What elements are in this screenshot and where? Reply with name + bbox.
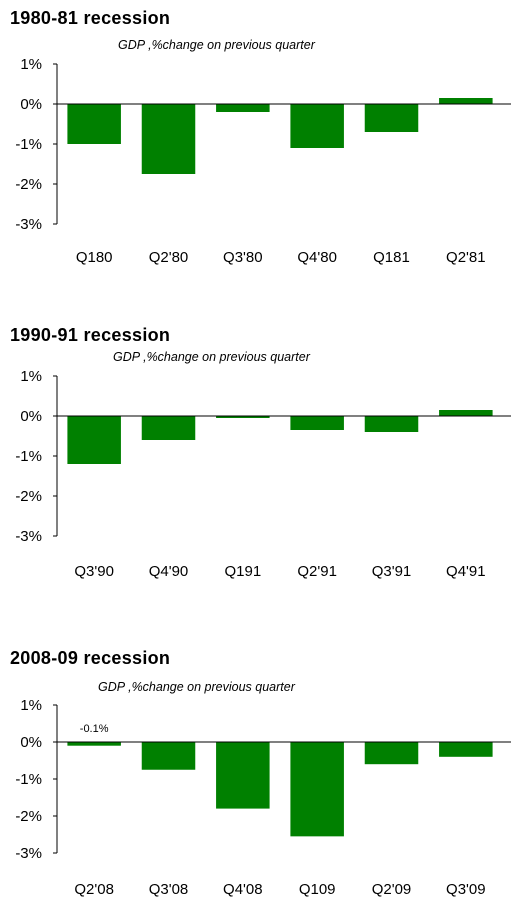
bar: [216, 742, 270, 809]
y-tick-label: -3%: [15, 528, 42, 545]
x-tick-label: Q4'80: [297, 249, 337, 266]
y-tick-label: 1%: [20, 697, 42, 714]
bar: [141, 742, 196, 770]
chart-subtitle: GDP ,%change on previous quarter: [113, 350, 310, 364]
x-tick-label: Q2'81: [446, 249, 486, 266]
y-tick-label: 0%: [20, 96, 42, 113]
bar: [67, 416, 121, 464]
bar: [290, 104, 344, 148]
bar: [364, 416, 419, 432]
y-tick-label: -3%: [15, 216, 42, 233]
x-tick-label: Q2'91: [297, 563, 337, 580]
x-tick-label: Q3'08: [149, 881, 189, 898]
chart-panel-1980: 1980-81 recession GDP ,%change on previo…: [0, 0, 513, 300]
y-tick-label: 0%: [20, 408, 42, 425]
y-tick-label: 1%: [20, 56, 42, 73]
y-tick-label: -2%: [15, 488, 42, 505]
bar: [216, 416, 270, 418]
x-tick-label: Q180: [76, 249, 113, 266]
chart-title: 1990-91 recession: [10, 325, 171, 345]
chart-panel-1990: 1990-91 recession GDP ,%change on previo…: [0, 312, 513, 612]
bar: [141, 104, 196, 174]
bar: [439, 410, 493, 416]
y-tick-label: 1%: [20, 368, 42, 385]
x-tick-label: Q191: [224, 563, 261, 580]
chart-title: 2008-09 recession: [10, 648, 171, 668]
data-label: -0.1%: [80, 723, 109, 735]
bar: [290, 416, 344, 430]
x-tick-label: Q109: [299, 881, 336, 898]
bar: [364, 104, 419, 132]
bar: [67, 104, 121, 144]
chart-subtitle: GDP ,%change on previous quarter: [98, 680, 295, 694]
x-tick-label: Q2'09: [372, 881, 412, 898]
x-tick-label: Q2'80: [149, 249, 189, 266]
x-tick-label: Q3'09: [446, 881, 486, 898]
y-tick-label: -3%: [15, 845, 42, 862]
y-tick-label: -1%: [15, 136, 42, 153]
x-tick-label: Q4'91: [446, 563, 486, 580]
chart-title: 1980-81 recession: [10, 8, 171, 28]
bar: [67, 742, 121, 746]
bar-chart-1990: 1% 0% -1% -2% -3% Q3'90 Q4'90 Q191 Q2'91 Q3'91 Q4'…: [15, 368, 511, 580]
chart-subtitle: GDP ,%change on previous quarter: [118, 38, 315, 52]
y-tick-label: -2%: [15, 176, 42, 193]
bar: [290, 742, 344, 837]
chart-panel-2008: 2008-09 recession GDP ,%change on previo…: [0, 630, 513, 904]
bar-chart-1980: 1% 0% -1% -2% -3% Q180 Q2'80 Q3'80 Q4'80 Q181 Q2'8…: [15, 56, 511, 266]
bar: [439, 98, 493, 104]
x-tick-label: Q3'91: [372, 563, 412, 580]
x-tick-label: Q3'80: [223, 249, 263, 266]
y-tick-label: -1%: [15, 771, 42, 788]
bar: [216, 104, 270, 112]
x-tick-label: Q4'90: [149, 563, 189, 580]
bar: [141, 416, 196, 440]
bar: [439, 742, 493, 757]
x-tick-label: Q181: [373, 249, 410, 266]
bar: [364, 742, 419, 765]
y-tick-label: -1%: [15, 448, 42, 465]
bar-chart-2008: 1% 0% -1% -2% -3% Q2'08 Q3'08 Q4'08 Q109 Q2'09 Q3'…: [15, 697, 511, 898]
x-tick-label: Q4'08: [223, 881, 263, 898]
y-tick-label: -2%: [15, 808, 42, 825]
x-tick-label: Q3'90: [74, 563, 114, 580]
y-tick-label: 0%: [20, 734, 42, 751]
x-tick-label: Q2'08: [74, 881, 114, 898]
